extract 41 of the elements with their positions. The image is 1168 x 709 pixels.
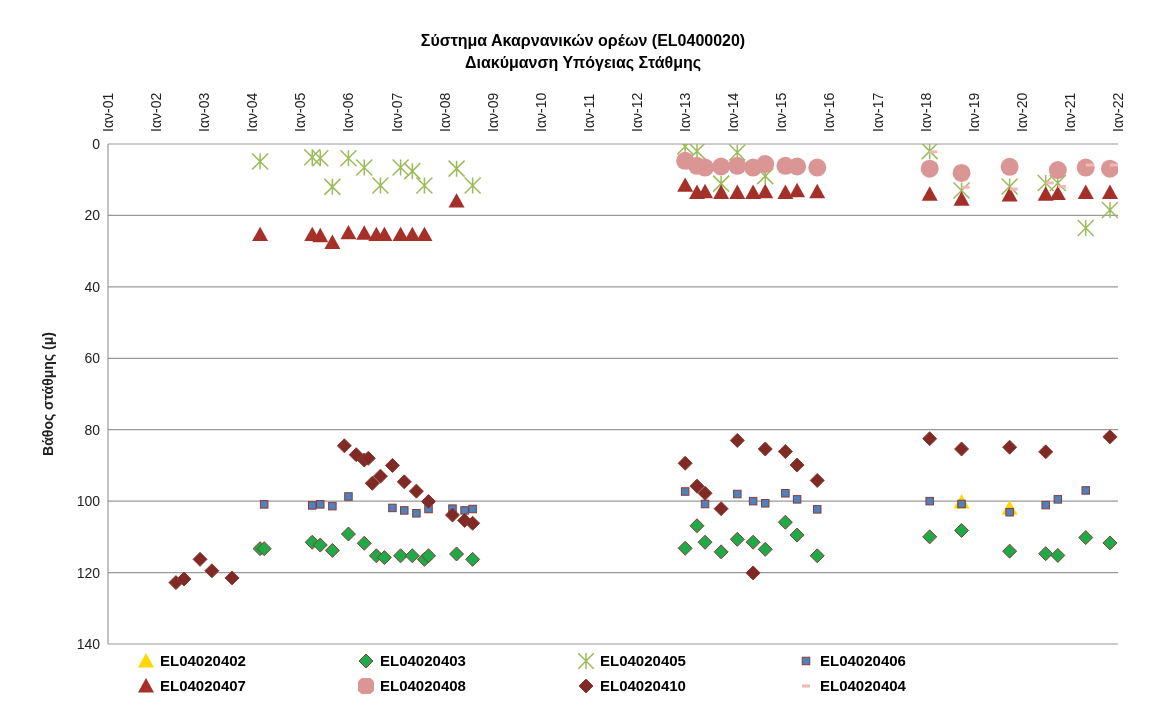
legend-label: EL04020407 bbox=[160, 677, 246, 694]
y-axis-title: Βάθος στάθμης (μ) bbox=[39, 332, 56, 456]
x-tick-label: Ιαν-22 bbox=[1110, 92, 1126, 132]
x-tick-label: Ιαν-08 bbox=[436, 92, 453, 132]
legend-label: EL04020404 bbox=[820, 677, 906, 694]
x-tick-label: Ιαν-13 bbox=[677, 92, 694, 132]
x-tick-label: Ιαν-07 bbox=[388, 92, 405, 132]
y-tick-label: 0 bbox=[92, 135, 101, 152]
x-tick-label: Ιαν-17 bbox=[869, 92, 886, 132]
legend-label: EL04020410 bbox=[600, 677, 686, 694]
y-tick-label: 40 bbox=[84, 278, 101, 295]
legend-label: EL04020406 bbox=[820, 652, 906, 669]
x-tick-label: Ιαν-15 bbox=[773, 92, 790, 132]
legend-label: EL04020408 bbox=[380, 677, 466, 694]
y-tick-label: 80 bbox=[84, 421, 101, 438]
y-tick-label: 20 bbox=[84, 207, 101, 224]
x-tick-label: Ιαν-18 bbox=[917, 92, 934, 132]
x-tick-label: Ιαν-20 bbox=[1013, 92, 1030, 132]
y-tick-label: 100 bbox=[76, 493, 101, 510]
x-tick-label: Ιαν-12 bbox=[628, 92, 645, 132]
x-tick-label: Ιαν-21 bbox=[1061, 92, 1078, 132]
legend-label: EL04020402 bbox=[160, 652, 246, 669]
x-tick-label: Ιαν-01 bbox=[100, 92, 116, 132]
x-tick-label: Ιαν-05 bbox=[292, 92, 309, 132]
y-tick-label: 120 bbox=[76, 564, 101, 581]
x-tick-label: Ιαν-10 bbox=[532, 92, 549, 132]
legend-label: EL04020403 bbox=[380, 652, 466, 669]
chart-subtitle: Διακύμανση Υπόγειας Στάθμης bbox=[463, 53, 702, 73]
x-tick-label: Ιαν-06 bbox=[340, 92, 357, 132]
x-tick-label: Ιαν-14 bbox=[725, 92, 742, 132]
chart-title: Σύστημα Ακαρνανικών ορέων (EL0400020) bbox=[419, 31, 747, 51]
x-tick-label: Ιαν-11 bbox=[580, 93, 597, 132]
x-tick-label: Ιαν-03 bbox=[196, 92, 213, 132]
x-tick-label: Ιαν-16 bbox=[821, 92, 838, 132]
x-tick-label: Ιαν-02 bbox=[148, 92, 165, 132]
x-tick-label: Ιαν-04 bbox=[244, 92, 261, 132]
x-tick-label: Ιαν-09 bbox=[484, 92, 501, 132]
y-tick-label: 60 bbox=[84, 350, 101, 367]
legend-label: EL04020405 bbox=[600, 652, 686, 669]
y-tick-label: 140 bbox=[76, 635, 101, 652]
x-tick-label: Ιαν-19 bbox=[965, 92, 982, 132]
